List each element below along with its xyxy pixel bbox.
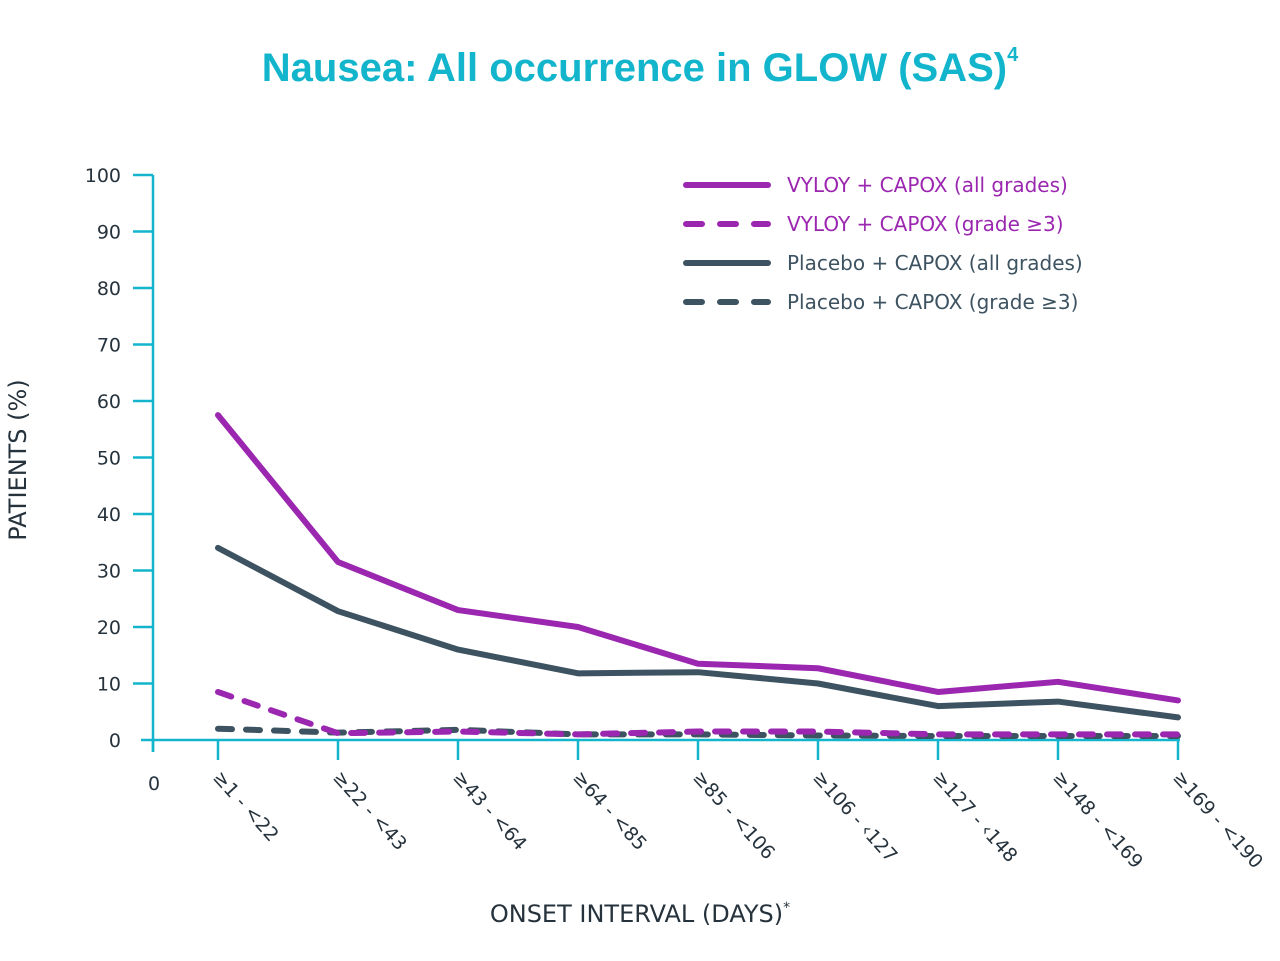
x-tick-label: ≥169 - <190 [1168,767,1267,873]
y-tick-label: 90 [97,222,121,244]
y-tick-label: 30 [97,561,121,583]
axes [133,173,1180,760]
y-axis-title: PATIENTS (%) [4,379,32,540]
legend-label: Placebo + CAPOX (grade ≥3) [787,290,1078,314]
x-axis-title-superscript: * [783,900,790,916]
x-tick-label: ≥148 - <169 [1048,767,1147,873]
x-tick-label: ≥127 - ‹148 [928,767,1021,867]
y-tick-label: 70 [97,335,121,357]
x-axis-title: ONSET INTERVAL (DAYS)* [490,900,790,928]
chart-title-text: Nausea: All occurrence in GLOW (SAS) [261,46,1008,90]
series-layer [215,412,1181,740]
y-tick-label: 50 [97,448,121,470]
x-tick-label: ≥1 - <22 [208,767,283,846]
legend-label: VYLOY + CAPOX (all grades) [787,173,1068,197]
y-tick-label: 80 [97,278,121,300]
x-tick-label: ≥43 - <64 [448,767,531,855]
y-tick-label: 10 [97,674,121,696]
y-tick-label: 20 [97,617,121,639]
x-tick-label: ≥106 - ‹127 [808,767,901,867]
series-line-0 [215,412,1181,704]
x-origin-label: 0 [148,773,160,795]
legend-label: Placebo + CAPOX (all grades) [787,251,1083,275]
series-line-1 [215,688,1181,738]
y-tick-label: 60 [97,391,121,413]
chart-title: Nausea: All occurrence in GLOW (SAS)4 [0,44,1280,91]
x-tick-label: ≥64 - <85 [568,767,651,855]
x-axis-title-text: ONSET INTERVAL (DAYS) [490,900,783,928]
title-superscript: 4 [1007,44,1019,66]
legend: VYLOY + CAPOX (all grades) VYLOY + CAPOX … [683,173,1083,314]
labels: 0 10 20 30 40 50 60 70 80 90 100 0 ≥1 - <22 ≥22 - <43… [85,165,1267,873]
y-tick-label: 40 [97,504,121,526]
x-tick-label: ≥22 - <43 [328,767,411,855]
legend-label: VYLOY + CAPOX (grade ≥3) [787,212,1064,236]
x-tick-label: ≥85 - <106 [688,767,779,864]
y-tick-label: 100 [85,165,121,187]
y-tick-label: 0 [109,730,121,752]
